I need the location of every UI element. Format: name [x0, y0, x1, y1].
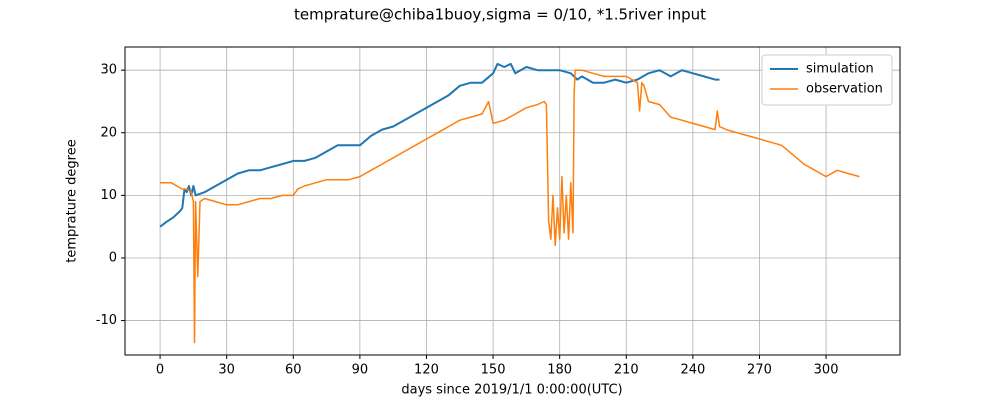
y-tick-label: 0	[109, 250, 117, 265]
x-tick-label: 210	[614, 363, 639, 378]
x-tick-label: 90	[352, 363, 369, 378]
y-tick-label: 30	[100, 63, 117, 78]
x-axis-label: days since 2019/1/1 0:00:00(UTC)	[401, 383, 622, 398]
x-tick-label: 300	[814, 363, 839, 378]
chart-title: temprature@chiba1buoy,sigma = 0/10, *1.5…	[294, 6, 706, 24]
x-tick-label: 0	[156, 363, 164, 378]
x-tick-label: 240	[680, 363, 705, 378]
x-tick-label: 30	[218, 363, 235, 378]
x-tick-label: 270	[747, 363, 772, 378]
x-tick-label: 120	[414, 363, 439, 378]
data-line	[160, 69, 860, 344]
plot-frame	[124, 46, 901, 356]
x-tick-label: 60	[285, 363, 302, 378]
y-tick-label: -10	[96, 313, 117, 328]
legend: simulation observation	[761, 54, 893, 106]
y-tick-label: 10	[100, 188, 117, 203]
data-line	[159, 62, 720, 228]
legend-label: observation	[806, 82, 883, 97]
x-tick-label: 150	[481, 363, 506, 378]
legend-box	[761, 54, 893, 106]
legend-label: simulation	[806, 62, 874, 77]
x-tick-label: 180	[547, 363, 572, 378]
y-tick-label: 20	[100, 125, 117, 140]
y-axis-label: temprature degree	[65, 139, 80, 262]
